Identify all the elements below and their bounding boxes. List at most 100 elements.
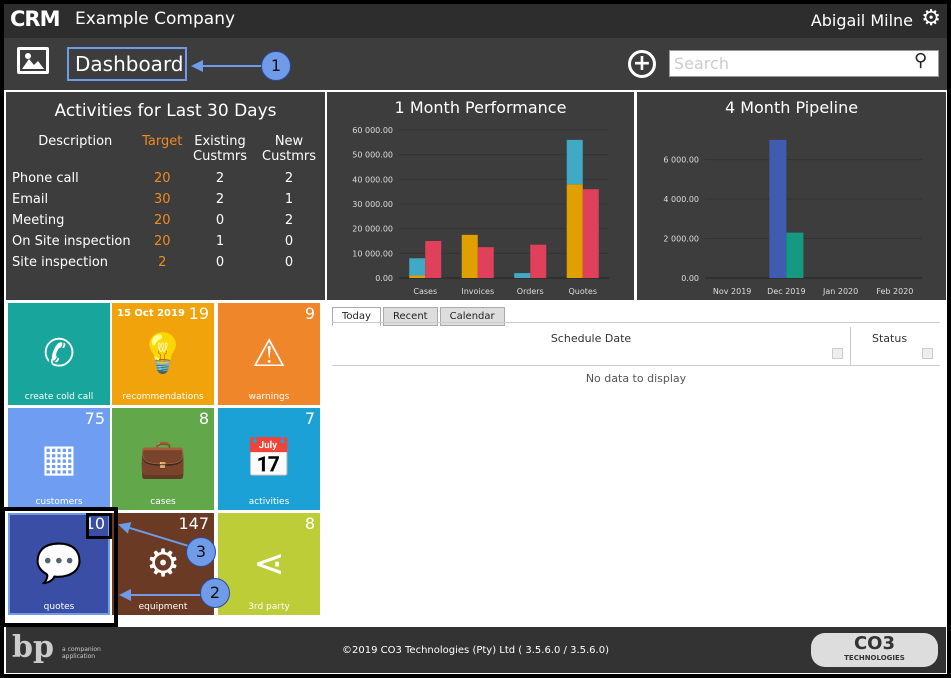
tile-quotes[interactable]: 10 💬 quotes xyxy=(8,513,110,615)
bar xyxy=(786,232,804,278)
company-name: Example Company xyxy=(75,9,236,29)
activity-target: 20 xyxy=(153,171,171,186)
empty-message: No data to display xyxy=(585,372,687,385)
activity-row: On Site inspection 20 1 0 xyxy=(10,233,322,254)
co3-logo-text: CO3 xyxy=(853,633,896,654)
footer xyxy=(6,627,946,673)
y-tick-label: 60 000.00 xyxy=(352,126,393,135)
tile-label: equipment xyxy=(138,602,188,612)
tile-customers[interactable]: 75 ▦ customers xyxy=(8,408,110,510)
tile-3rd-party[interactable]: 8 ⋖ 3rd party xyxy=(218,513,320,615)
activity-description: Phone call xyxy=(12,171,79,186)
pipeline-chart-panel: 4 Month Pipeline 0.00 2 000.00 4 000.00 6 0… xyxy=(637,92,946,300)
col-schedule-date[interactable]: Schedule Date xyxy=(550,332,632,345)
y-tick-label: 4 000.00 xyxy=(663,195,699,204)
copyright: ©2019 CO3 Technologies (Pty) Ltd ( 3.5.6… xyxy=(342,645,609,656)
col-status[interactable]: Status xyxy=(872,332,908,345)
tile-label: create cold call xyxy=(24,392,94,402)
tile-count: 8 xyxy=(304,514,315,533)
tab-today[interactable]: Today xyxy=(332,307,381,326)
callout-arrow xyxy=(119,589,203,601)
tile-cases[interactable]: 8 💼 cases xyxy=(112,408,214,510)
tab-calendar[interactable]: Calendar xyxy=(439,307,505,326)
callout-2: 2 xyxy=(200,578,230,608)
tile-label: 3rd party xyxy=(248,602,290,612)
briefcase-icon: 💼 xyxy=(139,436,187,480)
activity-new: 2 xyxy=(284,213,294,228)
image-icon[interactable] xyxy=(17,47,49,74)
col-target: Target xyxy=(142,134,183,149)
tile-create-cold-call[interactable]: ✆ create cold call xyxy=(8,303,110,405)
count-highlight xyxy=(86,513,112,539)
divider xyxy=(850,327,851,365)
callout-arrow xyxy=(191,60,263,72)
tile-count: 10 xyxy=(84,514,105,533)
bar xyxy=(409,258,426,276)
activity-target: 2 xyxy=(158,255,167,270)
building-icon: ▦ xyxy=(41,436,77,480)
search-input[interactable]: Search xyxy=(669,50,939,77)
tile-label: recommendations xyxy=(122,392,204,402)
crm-logo[interactable]: CRM xyxy=(10,7,60,31)
add-icon[interactable]: + xyxy=(628,50,656,78)
tile-label: cases xyxy=(150,497,176,507)
quotes-highlight xyxy=(1,507,118,627)
schedule-tabs: Today Recent Calendar xyxy=(332,304,505,326)
gears-icon: ⚙ xyxy=(145,541,181,585)
col-existing: Existing Custmrs xyxy=(193,134,247,164)
user-name[interactable]: Abigail Milne xyxy=(810,11,913,30)
y-tick-label: 0.00 xyxy=(681,274,699,283)
chart-title: 1 Month Performance xyxy=(394,98,567,117)
tile-count: 9 xyxy=(304,304,315,323)
tile-activities[interactable]: 7 📅 activities xyxy=(218,408,320,510)
tile-label: warnings xyxy=(248,392,290,402)
page-title: Dashboard xyxy=(67,47,187,81)
search-icon[interactable]: ⚲ xyxy=(914,50,928,71)
x-tick-label: Invoices xyxy=(461,287,494,296)
chat-bubbles-icon: 💬 xyxy=(35,541,83,585)
x-tick-label: Jan 2020 xyxy=(822,287,858,296)
activity-new: 2 xyxy=(284,171,294,186)
y-tick-label: 6 000.00 xyxy=(663,156,699,165)
x-tick-label: Dec 2019 xyxy=(767,287,805,296)
bar xyxy=(582,189,599,278)
activity-row: Meeting 20 0 2 xyxy=(10,212,322,233)
tile-warnings[interactable]: 9 ⚠ warnings xyxy=(218,303,320,405)
activities-table: Description Target Existing Custmrs New Cus… xyxy=(10,134,322,275)
x-tick-label: Cases xyxy=(413,287,437,296)
bar xyxy=(425,241,442,278)
tile-count: 19 xyxy=(188,304,209,323)
activity-description: Site inspection xyxy=(12,255,109,270)
y-tick-label: 2 000.00 xyxy=(663,235,699,244)
activities-title: Activities for Last 30 Days xyxy=(54,101,277,121)
phone-icon: ✆ xyxy=(43,331,75,375)
bar xyxy=(461,234,478,278)
activity-new: 1 xyxy=(284,192,294,207)
bar xyxy=(477,247,494,278)
col-new: New Custmrs xyxy=(262,134,316,164)
activity-target: 20 xyxy=(153,234,171,249)
gear-icon[interactable]: ⚙ xyxy=(921,6,941,31)
tile-count: 75 xyxy=(84,409,105,428)
tile-label: quotes xyxy=(43,602,75,612)
y-tick-label: 10 000.00 xyxy=(352,249,393,258)
activity-row: Phone call 20 2 2 xyxy=(10,170,322,191)
calendar-icon: 📅 xyxy=(245,436,293,480)
tile-recommendations[interactable]: 15 Oct 2019 19 💡 recommendations xyxy=(112,303,214,405)
activity-row: Email 30 2 1 xyxy=(10,191,322,212)
activity-target: 30 xyxy=(153,192,171,207)
filter-icon[interactable] xyxy=(922,348,933,359)
tile-count: 8 xyxy=(198,409,209,428)
tile-count: 7 xyxy=(304,409,315,428)
activity-existing: 0 xyxy=(215,255,225,270)
filter-icon[interactable] xyxy=(832,348,843,359)
activity-description: On Site inspection xyxy=(12,234,131,249)
activity-existing: 2 xyxy=(215,192,225,207)
share-icon: ⋖ xyxy=(253,541,285,585)
callout-3: 3 xyxy=(186,537,216,567)
activity-description: Email xyxy=(12,192,49,207)
performance-chart: 0.00 10 000.00 20 000.00 30 000.00 40 000.00… xyxy=(352,126,609,296)
y-tick-label: 0.00 xyxy=(375,274,393,283)
tile-label: customers xyxy=(35,497,83,507)
activity-existing: 2 xyxy=(215,171,225,186)
